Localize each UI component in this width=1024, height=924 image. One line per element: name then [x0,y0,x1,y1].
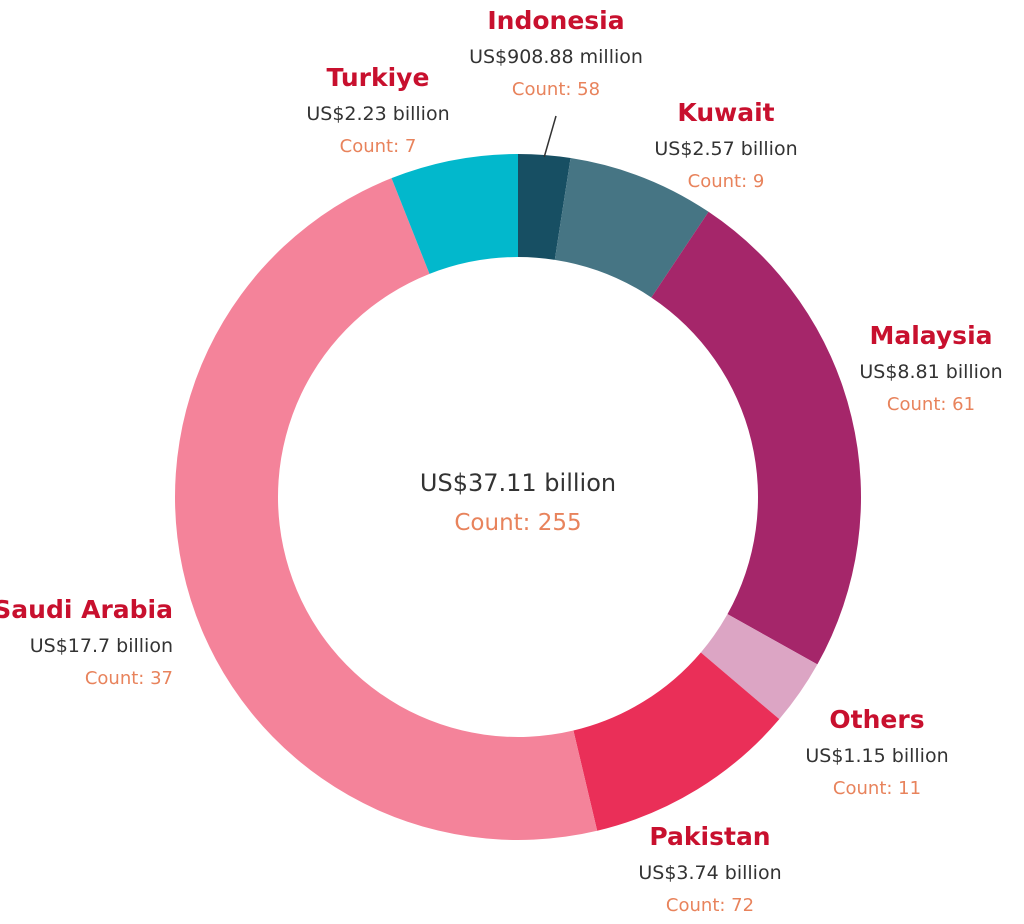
others-country-name: Others [829,705,924,734]
turkiye-value-label: US$2.23 billion [306,103,449,125]
label-pakistan: Pakistan US$3.74 billion Count: 72 [638,822,781,916]
indonesia-leader-line [543,115,557,158]
saudi-arabia-count-label: Count: 37 [85,668,173,689]
label-turkiye: Turkiye US$2.23 billion Count: 7 [306,63,449,157]
saudi-arabia-value-label: US$17.7 billion [30,635,173,657]
others-value-label: US$1.15 billion [805,745,948,767]
center-total-count: Count: 255 [454,510,581,536]
turkiye-count-label: Count: 7 [340,136,417,157]
indonesia-count-label: Count: 58 [512,79,600,100]
malaysia-count-label: Count: 61 [887,394,975,415]
others-count-label: Count: 11 [833,778,921,799]
slice-indonesia [518,154,571,260]
slice-malaysia [651,211,861,665]
donut-slices [174,154,861,841]
label-others: Others US$1.15 billion Count: 11 [805,705,948,799]
center-total-value: US$37.11 billion [420,469,616,497]
slice-kuwait [554,158,709,298]
pakistan-value-label: US$3.74 billion [638,862,781,884]
slice-labels: Indonesia US$908.88 million Count: 58 Kuwai… [0,6,1003,916]
label-malaysia: Malaysia US$8.81 billion Count: 61 [859,321,1002,415]
turkiye-country-name: Turkiye [327,63,430,92]
malaysia-value-label: US$8.81 billion [859,361,1002,383]
saudi-arabia-country-name: Saudi Arabia [0,595,173,624]
indonesia-value-label: US$908.88 million [469,46,643,68]
indonesia-country-name: Indonesia [487,6,624,35]
slice-saudi-arabia [174,178,598,841]
kuwait-country-name: Kuwait [677,98,774,127]
pakistan-count-label: Count: 72 [666,895,754,916]
pakistan-country-name: Pakistan [649,822,770,851]
slice-pakistan [573,652,780,831]
kuwait-count-label: Count: 9 [688,171,765,192]
slice-turkiye [391,154,518,274]
kuwait-value-label: US$2.57 billion [654,138,797,160]
malaysia-country-name: Malaysia [869,321,992,350]
label-kuwait: Kuwait US$2.57 billion Count: 9 [654,98,797,192]
label-indonesia: Indonesia US$908.88 million Count: 58 [469,6,643,100]
slice-others [700,614,818,720]
label-saudi-arabia: Saudi Arabia US$17.7 billion Count: 37 [0,595,173,689]
